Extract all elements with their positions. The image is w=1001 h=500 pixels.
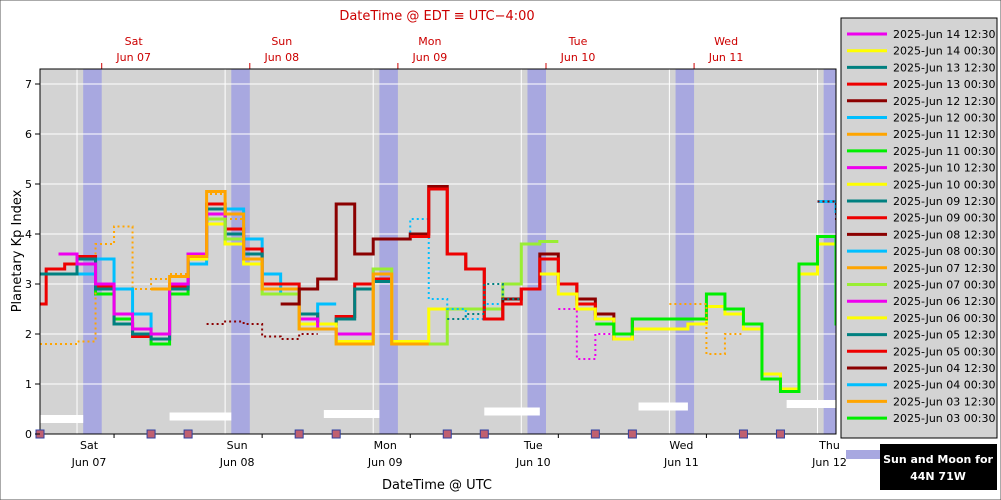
top-tick-date: Jun 08 [263, 51, 299, 64]
top-tick-day: Wed [714, 35, 738, 48]
sunrise-marker [479, 429, 489, 439]
sun-moon-box [880, 444, 997, 490]
top-tick-date: Jun 10 [560, 51, 596, 64]
night-band [675, 69, 695, 434]
bottom-tick-date: Jun 08 [219, 456, 255, 469]
bottom-tick-day: Tue [523, 439, 543, 452]
sunset-marker [294, 429, 304, 439]
y-tick-label: 5 [25, 178, 32, 191]
top-tick-day: Sat [125, 35, 144, 48]
legend-label: 2025-Jun 05 00:30 [893, 345, 995, 358]
night-band [527, 69, 546, 434]
night-band [231, 69, 250, 434]
sunrise-marker [183, 429, 193, 439]
bottom-tick-day: Wed [669, 439, 693, 452]
bottom-tick-day: Sun [227, 439, 248, 452]
legend-label: 2025-Jun 06 00:30 [893, 312, 995, 325]
y-tick-label: 6 [25, 128, 32, 141]
bottom-tick-day: Mon [374, 439, 397, 452]
legend-label: 2025-Jun 04 00:30 [893, 379, 995, 392]
legend-label: 2025-Jun 12 00:30 [893, 112, 995, 125]
legend-label: 2025-Jun 06 12:30 [893, 295, 995, 308]
bottom-tick-day: Thu [818, 439, 840, 452]
y-tick-label: 4 [25, 228, 32, 241]
legend-moon-swatch [846, 466, 886, 475]
series-line [595, 235, 836, 393]
sun-moon-line2: 44N 71W [910, 470, 966, 483]
legend-label: 2025-Jun 14 00:30 [893, 45, 995, 58]
night-band [83, 69, 102, 434]
series-line [558, 308, 614, 360]
night-band [379, 69, 398, 434]
top-tick-day: Sun [271, 35, 292, 48]
sunset-marker [146, 429, 156, 439]
top-tick-day: Mon [418, 35, 441, 48]
series-line [151, 190, 429, 346]
legend-label: 2025-Jun 09 00:30 [893, 212, 995, 225]
bottom-tick-day: Sat [80, 439, 99, 452]
legend-label: 2025-Jun 03 00:30 [893, 412, 995, 425]
moon-bar [323, 410, 380, 418]
legend-label: 2025-Jun 05 12:30 [893, 329, 995, 342]
legend-label: 2025-Jun 08 00:30 [893, 245, 995, 258]
plot-content [40, 69, 836, 434]
sunrise-marker [627, 429, 637, 439]
y-tick-label: 1 [25, 378, 32, 391]
legend-label: 2025-Jun 11 00:30 [893, 145, 995, 158]
legend-label: 2025-Jun 04 12:30 [893, 362, 995, 375]
sunrise-marker [775, 429, 785, 439]
series-line [206, 320, 318, 340]
legend-label: 2025-Jun 10 12:30 [893, 162, 995, 175]
legend-label: 2025-Jun 09 12:30 [893, 195, 995, 208]
legend-label: 2025-Jun 13 12:30 [893, 61, 995, 74]
bottom-tick-date: Jun 09 [367, 456, 403, 469]
legend-label: 2025-Jun 08 12:30 [893, 228, 995, 241]
night-band [823, 69, 836, 434]
bottom-tick-date: Jun 12 [811, 456, 847, 469]
top-tick-date: Jun 09 [412, 51, 448, 64]
y-tick-label: 3 [25, 278, 32, 291]
sun-moon-line1: Sun and Moon for [883, 453, 993, 466]
legend-label: 2025-Jun 07 00:30 [893, 279, 995, 292]
x-axis-label: DateTime @ UTC [382, 478, 492, 493]
moon-bar [40, 415, 84, 423]
plot-background [40, 69, 836, 434]
legend-night-swatch [846, 450, 886, 459]
y-axis: 0 1 2 3 4 5 6 7 [25, 78, 40, 441]
legend-label: 2025-Jun 11 12:30 [893, 128, 995, 141]
plot-area [39, 68, 837, 435]
legend-label: 2025-Jun 07 12:30 [893, 262, 995, 275]
legend-label: 2025-Jun 14 12:30 [893, 28, 995, 41]
bottom-tick-date: Jun 11 [663, 456, 699, 469]
sunrise-marker [331, 429, 341, 439]
y-tick-label: 7 [25, 78, 32, 91]
legend-label: 2025-Jun 12 12:30 [893, 95, 995, 108]
chart-title: DateTime @ EDT ≡ UTC−4:00 [339, 9, 534, 24]
legend-label: 2025-Jun 03 12:30 [893, 395, 995, 408]
top-tick-date: Jun 11 [708, 51, 744, 64]
bottom-tick-date: Jun 10 [515, 456, 551, 469]
sunset-marker [738, 429, 748, 439]
moon-bar [169, 412, 232, 421]
y-tick-label: 0 [25, 428, 32, 441]
sunset-marker [590, 429, 600, 439]
legend-label: 2025-Jun 13 00:30 [893, 78, 995, 91]
bottom-axis: Sat Jun 07 Sun Jun 08 Mon Jun 09 Tue Jun 10 Wed J… [35, 429, 847, 469]
legend-label: 2025-Jun 10 00:30 [893, 178, 995, 191]
moon-bar [638, 402, 688, 411]
legend-box [840, 17, 998, 439]
legend: 2025-Jun 14 12:30 2025-Jun 14 00:30 2025-J… [840, 17, 998, 490]
y-tick-label: 2 [25, 328, 32, 341]
moon-bar [786, 400, 836, 408]
series-line [188, 222, 448, 343]
series-line [669, 303, 744, 355]
sunset-marker [442, 429, 452, 439]
top-tick-day: Tue [568, 35, 588, 48]
plot-border [39, 68, 837, 435]
top-tick-date: Jun 07 [115, 51, 151, 64]
moon-bar [484, 407, 540, 416]
bottom-tick-date: Jun 07 [71, 456, 107, 469]
y-axis-label: Planetary Kp Index [10, 189, 25, 312]
